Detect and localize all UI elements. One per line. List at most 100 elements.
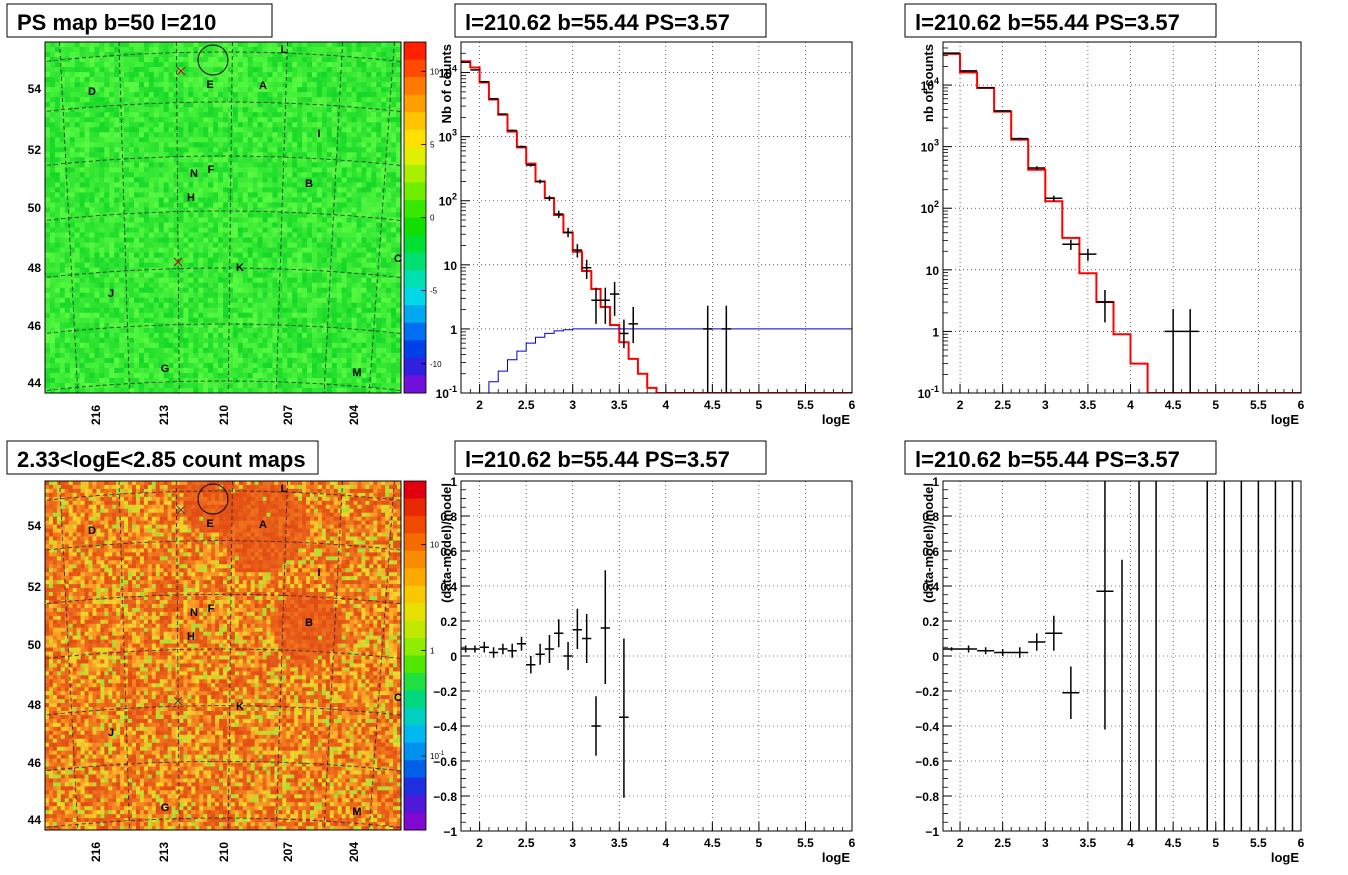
map-0-ytick: 50 xyxy=(28,201,42,215)
source-label-j: J xyxy=(108,727,114,739)
map-0-xtick: 216 xyxy=(89,405,103,425)
plot-4-xtick: 6 xyxy=(849,836,856,850)
plot-4-xtick: 3.5 xyxy=(611,836,628,850)
map-3-panel: L E A D I N F H B C K J G M 44 46 48 50 52 54 216 213 210 207 20… xyxy=(28,480,445,862)
map-3-colorbar-segment xyxy=(404,638,426,656)
plot-2-panel: 2 2.5 3 3.5 4 4.5 5 5.5 6 10-1 1 10 102 103 104 logE nb … xyxy=(918,41,1305,427)
plot-2-ytick: 104 xyxy=(921,76,939,93)
plot-5-ylabel: (data-model)/model xyxy=(921,483,936,603)
plot-4-ytick: 0 xyxy=(450,650,457,664)
source-label-d: D xyxy=(88,86,96,98)
map-0-lat-line xyxy=(45,101,401,112)
map-3-colorbar-segment xyxy=(404,481,426,499)
map-0-colorbar-segment xyxy=(404,112,426,131)
plot-4-data-point xyxy=(554,619,564,648)
plot-1-title: l=210.62 b=55.44 PS=3.57 xyxy=(465,10,730,35)
plot-1-data-point xyxy=(535,179,545,184)
source-label-c: C xyxy=(394,253,402,265)
plot-4-ytick: −0.4 xyxy=(433,720,457,734)
plot-2-xtick: 5 xyxy=(1212,398,1219,412)
plot-1-ytick: 102 xyxy=(439,192,457,209)
plot-1-data-point xyxy=(600,287,610,324)
plot-4-data-point xyxy=(479,642,489,653)
map-3-colorbar-segment xyxy=(404,707,426,726)
map-0-colorbar-segment xyxy=(404,270,426,289)
map-3-lon-line xyxy=(323,481,343,830)
map-0-colorbar-segment xyxy=(404,375,426,394)
map-0-frame xyxy=(44,41,402,394)
map-0-colorbar-segment xyxy=(404,235,426,254)
map-3-lon-line xyxy=(175,481,180,830)
plot-1-xtick: 3 xyxy=(569,398,576,412)
source-label-b: B xyxy=(305,178,313,190)
map-0-colorbar-label: 0 xyxy=(430,214,435,223)
map-0-xtick: 204 xyxy=(347,405,361,425)
source-label-g: G xyxy=(161,802,170,814)
plot-1-data-point xyxy=(498,113,508,115)
map-3-ytick: 46 xyxy=(28,756,42,770)
plot-2-ytick: 10 xyxy=(926,264,940,278)
map-3-colorbar-segment xyxy=(404,585,426,604)
map-0-colorbar-segment xyxy=(404,164,426,183)
map-3-lat-line xyxy=(45,648,401,659)
map-3-lat-line xyxy=(45,817,401,828)
map-0-colorbar-segment xyxy=(404,199,426,218)
plot-4-ytick: −0.6 xyxy=(433,755,457,769)
plot-2-frame xyxy=(942,41,1302,394)
map-0-colorbar-segment xyxy=(404,129,426,148)
map-3-lat-line xyxy=(45,593,401,605)
plot-2-data-point xyxy=(977,87,995,89)
map-0-colorbar-segment xyxy=(404,94,426,113)
source-label-l: L xyxy=(281,483,288,495)
map-3-colorbar-segment xyxy=(404,655,426,674)
plot-1-xlabel: logE xyxy=(822,412,850,427)
plot-2-data-point xyxy=(1011,137,1029,140)
map-3-colorbar-segment xyxy=(404,725,426,744)
plot-2-data-point xyxy=(1079,248,1097,261)
plot-4-data-point xyxy=(488,647,499,658)
map-3-ytick: 44 xyxy=(28,813,42,827)
map-3-ytick: 48 xyxy=(28,698,42,712)
map-0-lon-line xyxy=(368,42,395,393)
plot-4-xtick: 2.5 xyxy=(518,836,535,850)
map-3-title-box xyxy=(6,440,319,475)
plot-5-data-point xyxy=(1096,481,1114,730)
source-label-f: F xyxy=(208,603,215,615)
plot-5-xtick: 4.5 xyxy=(1165,836,1182,850)
map-3-xtick: 204 xyxy=(347,842,361,862)
plot-5-xlabel: logE xyxy=(1271,850,1299,865)
plot-4-series xyxy=(461,570,629,798)
plot-4-ytick: 0.6 xyxy=(440,545,457,559)
source-label-d: D xyxy=(88,525,96,537)
plot-4-plot-area xyxy=(461,481,852,831)
plot-5-ytick: −0.2 xyxy=(915,685,939,699)
map-0-colorbar-segment xyxy=(404,77,426,96)
plot-1-data-point xyxy=(479,80,489,83)
plot-1-xtick: 4 xyxy=(662,398,669,412)
plot-2-data-point xyxy=(1181,309,1199,393)
plot-4-ytick: 0.8 xyxy=(440,510,457,524)
map-0-colorbar-segment xyxy=(404,287,426,306)
source-cross xyxy=(176,505,186,515)
plot-4-ytick: 1 xyxy=(450,475,457,489)
plot-5-xtick: 4 xyxy=(1127,836,1134,850)
plot-5-xtick: 2.5 xyxy=(994,836,1011,850)
map-3-title: 2.33<logE<2.85 count maps xyxy=(17,447,306,472)
plot-4-ytick: −1 xyxy=(443,825,457,839)
plot-4-xtick: 4.5 xyxy=(704,836,721,850)
plot-1-panel: 2 2.5 3 3.5 4 4.5 5 5.5 6 10-1 1 10 102 103 104 logE Nb … xyxy=(436,41,856,427)
plot-4-title-box xyxy=(454,440,767,475)
plot-2-xtick: 2 xyxy=(957,398,964,412)
plot-1-data-point xyxy=(563,227,573,238)
plot-2-ylabel: nb of counts xyxy=(921,44,936,122)
map-3-lat-line xyxy=(45,705,401,716)
plot-1-series xyxy=(461,60,852,393)
plot-1-data-point xyxy=(582,259,592,280)
map-3-colorbar-segment xyxy=(404,777,426,796)
map-3-colorbar-segment xyxy=(404,742,426,761)
plot-4-ytick: −0.2 xyxy=(433,685,457,699)
map-0-colorbar-segment xyxy=(404,252,426,271)
map-3-lat-line xyxy=(45,540,401,551)
map-0-lat-line xyxy=(45,380,401,391)
plot-4-data-point xyxy=(544,635,555,663)
